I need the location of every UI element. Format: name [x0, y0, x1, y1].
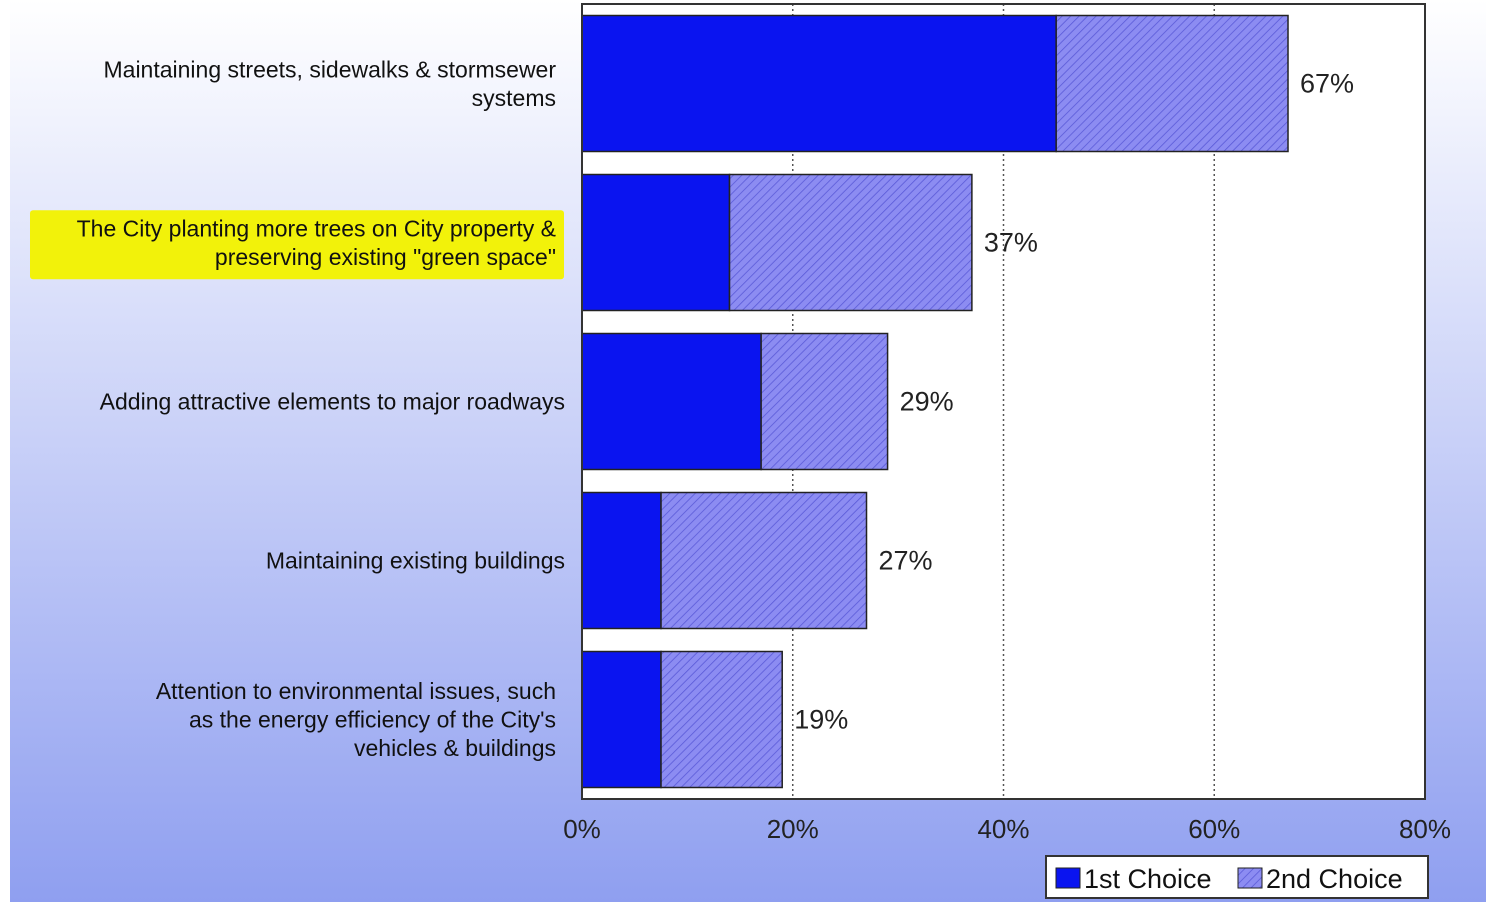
x-tick-label: 40%: [977, 814, 1029, 844]
category-label: vehicles & buildings: [354, 735, 556, 761]
category-label: The City planting more trees on City pro…: [77, 215, 556, 241]
legend: 1st Choice 2nd Choice: [1045, 855, 1429, 899]
bar-2nd-choice: [760, 332, 889, 471]
x-tick-label: 20%: [767, 814, 819, 844]
x-tick-label: 0%: [563, 814, 601, 844]
category-label: systems: [472, 85, 556, 111]
bar-1st-choice: [581, 491, 662, 630]
category-label: Maintaining streets, sidewalks & stormse…: [104, 56, 557, 82]
total-value-label: 67%: [1300, 69, 1354, 99]
total-value-label: 19%: [794, 705, 848, 735]
legend-box: [1045, 855, 1429, 899]
bar-1st-choice: [581, 173, 731, 312]
bars: [581, 14, 1289, 789]
plot-frame: [581, 3, 1426, 800]
legend-label-2nd: 2nd Choice: [1266, 864, 1403, 894]
legend-label-1st: 1st Choice: [1084, 864, 1212, 894]
category-label: Maintaining existing buildings: [266, 548, 565, 574]
category-label: as the energy efficiency of the City's: [189, 707, 556, 733]
bar-2nd-choice: [660, 491, 868, 630]
x-tick-label: 80%: [1399, 814, 1451, 844]
x-tick-label: 60%: [1188, 814, 1240, 844]
total-value-label: 27%: [879, 546, 933, 576]
bar-1st-choice: [581, 650, 662, 789]
bar-2nd-choice: [728, 173, 973, 312]
category-label: Adding attractive elements to major road…: [100, 389, 565, 415]
value-labels: 67% 37% 29% 27% 19%: [794, 69, 1354, 735]
bar-1st-choice: [581, 14, 1057, 153]
legend-swatch-2nd: [1237, 867, 1263, 889]
category-label: Attention to environmental issues, such: [156, 678, 556, 704]
total-value-label: 37%: [984, 228, 1038, 258]
bar-1st-choice: [581, 332, 762, 471]
legend-swatch-1st: [1055, 867, 1081, 889]
highlight-mark: [30, 210, 564, 280]
category-label: preserving existing "green space": [215, 244, 556, 270]
bar-2nd-choice: [660, 650, 783, 789]
x-axis: 0% 20% 40% 60% 80%: [563, 814, 1451, 844]
bar-2nd-choice: [1055, 14, 1289, 153]
total-value-label: 29%: [900, 387, 954, 417]
category-labels: Maintaining streets, sidewalks & stormse…: [30, 56, 565, 761]
